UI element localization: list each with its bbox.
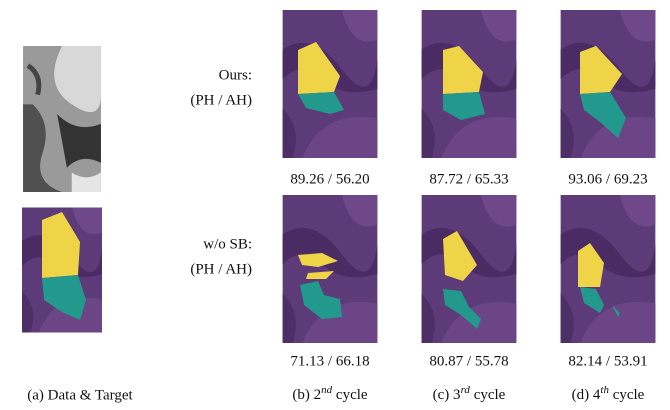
prediction-image <box>561 195 656 343</box>
mri-background <box>561 195 656 343</box>
caption-sup: nd <box>321 384 333 396</box>
prediction-image <box>422 10 517 158</box>
score: 93.06 / 69.23 <box>568 171 647 187</box>
row-metrics: (PH / AH) <box>190 92 252 108</box>
row-metrics: (PH / AH) <box>190 261 252 277</box>
caption: (c) 3rd cycle <box>433 384 506 404</box>
mri-background <box>283 195 378 343</box>
caption: (d) 4th cycle <box>572 384 645 404</box>
row-label: Ours: <box>219 67 252 83</box>
prediction-image <box>561 10 656 158</box>
caption-text: cycle <box>609 387 645 403</box>
caption-text: (b) 2 <box>292 387 321 403</box>
prediction-grid: 89.26 / 56.20 87.72 / 65.33 93.06 / 69.23 7… <box>283 10 656 369</box>
caption-text: cycle <box>470 387 506 403</box>
score: 89.26 / 56.20 <box>290 171 369 187</box>
score: 71.13 / 66.18 <box>290 353 369 369</box>
figure: Ours: (PH / AH) w/o SB: (PH / AH) 89.26 … <box>0 0 670 410</box>
prediction-image <box>283 195 378 343</box>
caption-text: (d) 4 <box>572 387 601 403</box>
input-image <box>23 46 101 192</box>
target-image <box>22 208 102 333</box>
prediction-image <box>422 195 517 343</box>
caption-text: (c) 3 <box>433 387 461 403</box>
row-label: w/o SB: <box>203 236 252 252</box>
caption-text: cycle <box>332 387 368 403</box>
caption: (b) 2nd cycle <box>292 384 367 404</box>
score: 87.72 / 65.33 <box>429 171 508 187</box>
caption: (a) Data & Target <box>27 387 133 403</box>
score: 80.87 / 55.78 <box>429 353 508 369</box>
prediction-image <box>283 10 378 158</box>
score: 82.14 / 53.91 <box>568 353 647 369</box>
